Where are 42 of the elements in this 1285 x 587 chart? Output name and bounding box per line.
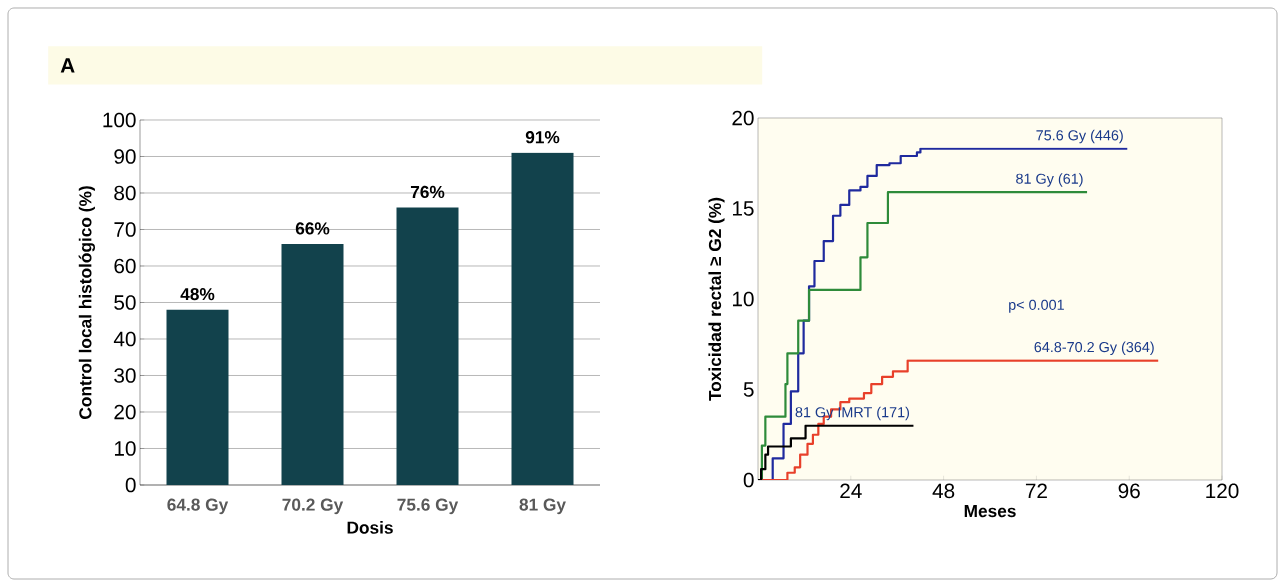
data-label: 91% xyxy=(525,131,560,144)
y-tick-label: 0 xyxy=(125,477,136,493)
series-label: 64.8-70.2 Gy (364) xyxy=(1034,341,1154,356)
y-tick-label: 60 xyxy=(114,258,136,274)
bar xyxy=(396,207,459,485)
series-label: 81 Gy (61) xyxy=(1016,173,1083,187)
y-tick-label: 20 xyxy=(732,110,754,126)
y-tick-label: 0 xyxy=(743,472,754,488)
x-tick-label: 81 Gy xyxy=(519,498,566,515)
y-tick-label: 70 xyxy=(114,222,136,237)
y-axis-title: Toxicidad rectal ≥ G2 (%) xyxy=(708,197,725,401)
x-axis-title: Meses xyxy=(964,505,1016,518)
x-tick-label: 75.6 Gy xyxy=(397,498,459,515)
x-tick-label: 72 xyxy=(1025,483,1047,499)
chart-title: A xyxy=(60,58,75,73)
data-label: 76% xyxy=(410,185,445,199)
bar xyxy=(511,152,574,485)
y-tick-label: 5 xyxy=(743,382,754,397)
y-tick-label: 50 xyxy=(114,295,136,310)
data-label: 66% xyxy=(295,222,330,235)
x-tick-label: 70.2 Gy xyxy=(282,498,344,515)
x-axis-title: Dosis xyxy=(347,521,393,534)
x-tick-label: 96 xyxy=(1118,483,1140,499)
series-label: 75.6 Gy (446) xyxy=(1036,129,1123,144)
x-tick-label: 48 xyxy=(932,483,955,499)
bar xyxy=(166,309,229,485)
y-tick-label: 90 xyxy=(114,149,136,164)
annotation: p< 0.001 xyxy=(1009,299,1064,313)
y-tick-label: 30 xyxy=(114,368,136,383)
y-tick-label: 10 xyxy=(732,291,754,307)
y-axis-title: Control local histológico (%) xyxy=(78,186,96,419)
x-tick-label: 24 xyxy=(840,483,862,499)
y-tick-label: 100 xyxy=(103,112,136,128)
x-tick-label: 120 xyxy=(1206,483,1239,499)
x-tick-label: 64.8 Gy xyxy=(167,498,229,515)
bar xyxy=(281,244,344,485)
y-tick-label: 15 xyxy=(732,201,754,216)
y-tick-label: 40 xyxy=(113,331,136,347)
data-label: 48% xyxy=(180,288,215,301)
y-tick-label: 80 xyxy=(114,185,136,201)
y-tick-label: 20 xyxy=(114,404,136,420)
y-tick-label: 10 xyxy=(114,441,136,456)
